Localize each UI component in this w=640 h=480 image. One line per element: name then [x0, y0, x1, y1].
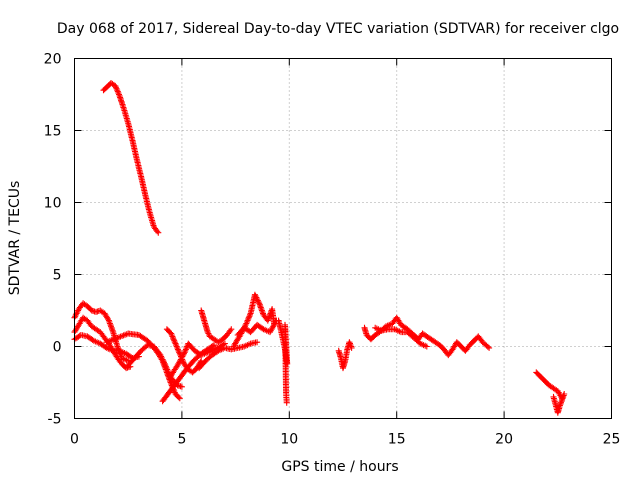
- data-point: [254, 339, 261, 346]
- data-point: [347, 342, 354, 349]
- chart-title: Day 068 of 2017, Sidereal Day-to-day VTE…: [57, 21, 619, 37]
- x-tick-label: 0: [70, 432, 79, 448]
- data-point: [348, 344, 355, 351]
- data-point: [557, 401, 564, 408]
- x-tick-label: 10: [280, 432, 298, 448]
- data-point: [170, 334, 176, 341]
- data-point: [115, 90, 122, 97]
- data-point: [114, 87, 121, 94]
- data-point: [106, 320, 113, 327]
- data-point: [346, 339, 353, 346]
- data-point: [178, 383, 185, 390]
- data-point: [171, 339, 178, 346]
- data-points: [71, 80, 568, 416]
- data-point: [283, 399, 290, 406]
- data-point: [486, 344, 493, 351]
- data-point: [170, 336, 177, 343]
- data-point: [484, 343, 491, 350]
- data-point: [176, 395, 183, 402]
- data-point: [154, 228, 161, 235]
- data-point: [116, 91, 122, 98]
- data-point: [182, 347, 189, 354]
- data-point: [163, 365, 170, 372]
- data-point: [168, 332, 175, 338]
- x-tick-label: 15: [388, 432, 406, 448]
- data-point: [74, 308, 81, 315]
- x-tick-labels: 0 5 10 15 20 25: [70, 432, 620, 448]
- x-tick-label: 5: [177, 432, 186, 448]
- data-point: [162, 363, 169, 370]
- x-axis-label: GPS time / hours: [281, 459, 398, 475]
- data-point: [228, 326, 235, 333]
- data-point: [560, 393, 567, 400]
- y-tick-label: 10: [44, 196, 62, 212]
- data-point: [173, 343, 180, 350]
- data-point: [254, 296, 261, 302]
- data-point: [247, 311, 253, 318]
- data-point: [174, 346, 181, 353]
- data-point: [255, 298, 262, 305]
- data-point: [173, 342, 180, 349]
- y-tick-label: 20: [44, 52, 62, 68]
- data-point: [112, 84, 119, 91]
- x-tick-label: 25: [603, 432, 621, 448]
- y-axis-label: SDTVAR / TECUs: [7, 181, 23, 296]
- y-tick-label: 0: [53, 340, 62, 356]
- data-point: [176, 349, 183, 356]
- data-point: [164, 368, 171, 374]
- data-point: [109, 327, 116, 334]
- data-point: [160, 357, 167, 364]
- axis-ticks: [74, 58, 612, 419]
- data-point: [204, 329, 211, 336]
- data-point: [244, 319, 250, 325]
- data-point: [159, 356, 166, 363]
- data-point: [155, 229, 162, 236]
- data-point: [550, 393, 557, 400]
- data-point: [245, 314, 252, 321]
- y-tick-label: 15: [44, 124, 62, 140]
- data-point: [112, 82, 119, 89]
- data-point: [245, 316, 252, 323]
- y-tick-labels: -5 0 5 10 15 20: [44, 52, 62, 428]
- data-point: [181, 350, 187, 357]
- y-tick-label: 5: [53, 268, 62, 284]
- plot-frame: [74, 58, 612, 419]
- y-tick-label: -5: [48, 412, 62, 428]
- data-point: [183, 344, 190, 351]
- data-point: [161, 360, 168, 367]
- data-point: [175, 394, 182, 401]
- data-point: [423, 343, 430, 350]
- x-tick-label: 20: [495, 432, 513, 448]
- data-point: [256, 300, 263, 307]
